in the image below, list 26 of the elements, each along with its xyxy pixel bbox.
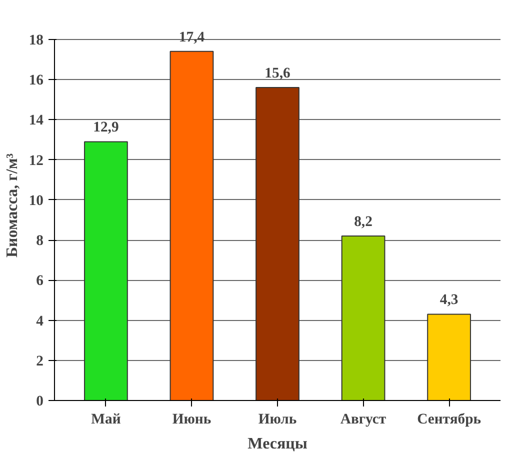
y-tick-label: 8 [36,233,44,250]
y-tick-label: 14 [28,112,44,129]
y-tick-label: 16 [28,72,44,89]
bar [256,87,300,400]
bar [427,314,471,400]
x-tick-label: Июль [258,412,297,428]
data-label: 8,2 [354,214,372,230]
x-tick-label: Август [340,412,387,428]
y-tick-label: 6 [36,273,44,290]
data-label: 12,9 [93,120,119,136]
bar [170,50,214,400]
y-tick-label: 2 [36,353,44,370]
data-label: 15,6 [264,66,290,82]
x-tick-label: Сентябрь [417,412,482,428]
y-tick-label: 18 [28,32,44,48]
x-tick-label: Май [91,412,122,428]
bar [341,235,386,400]
y-axis-title: Биомасса, г/м³ [4,153,21,258]
bar [84,141,128,400]
y-tick-label: 0 [36,394,44,410]
y-tick-label: 10 [28,192,44,209]
y-tick-label: 4 [36,313,44,330]
y-tick-label: 12 [28,152,44,169]
x-tick-label: Июнь [172,412,212,428]
x-axis-title: Месяцы [248,436,308,452]
data-label: 4,3 [440,292,458,308]
